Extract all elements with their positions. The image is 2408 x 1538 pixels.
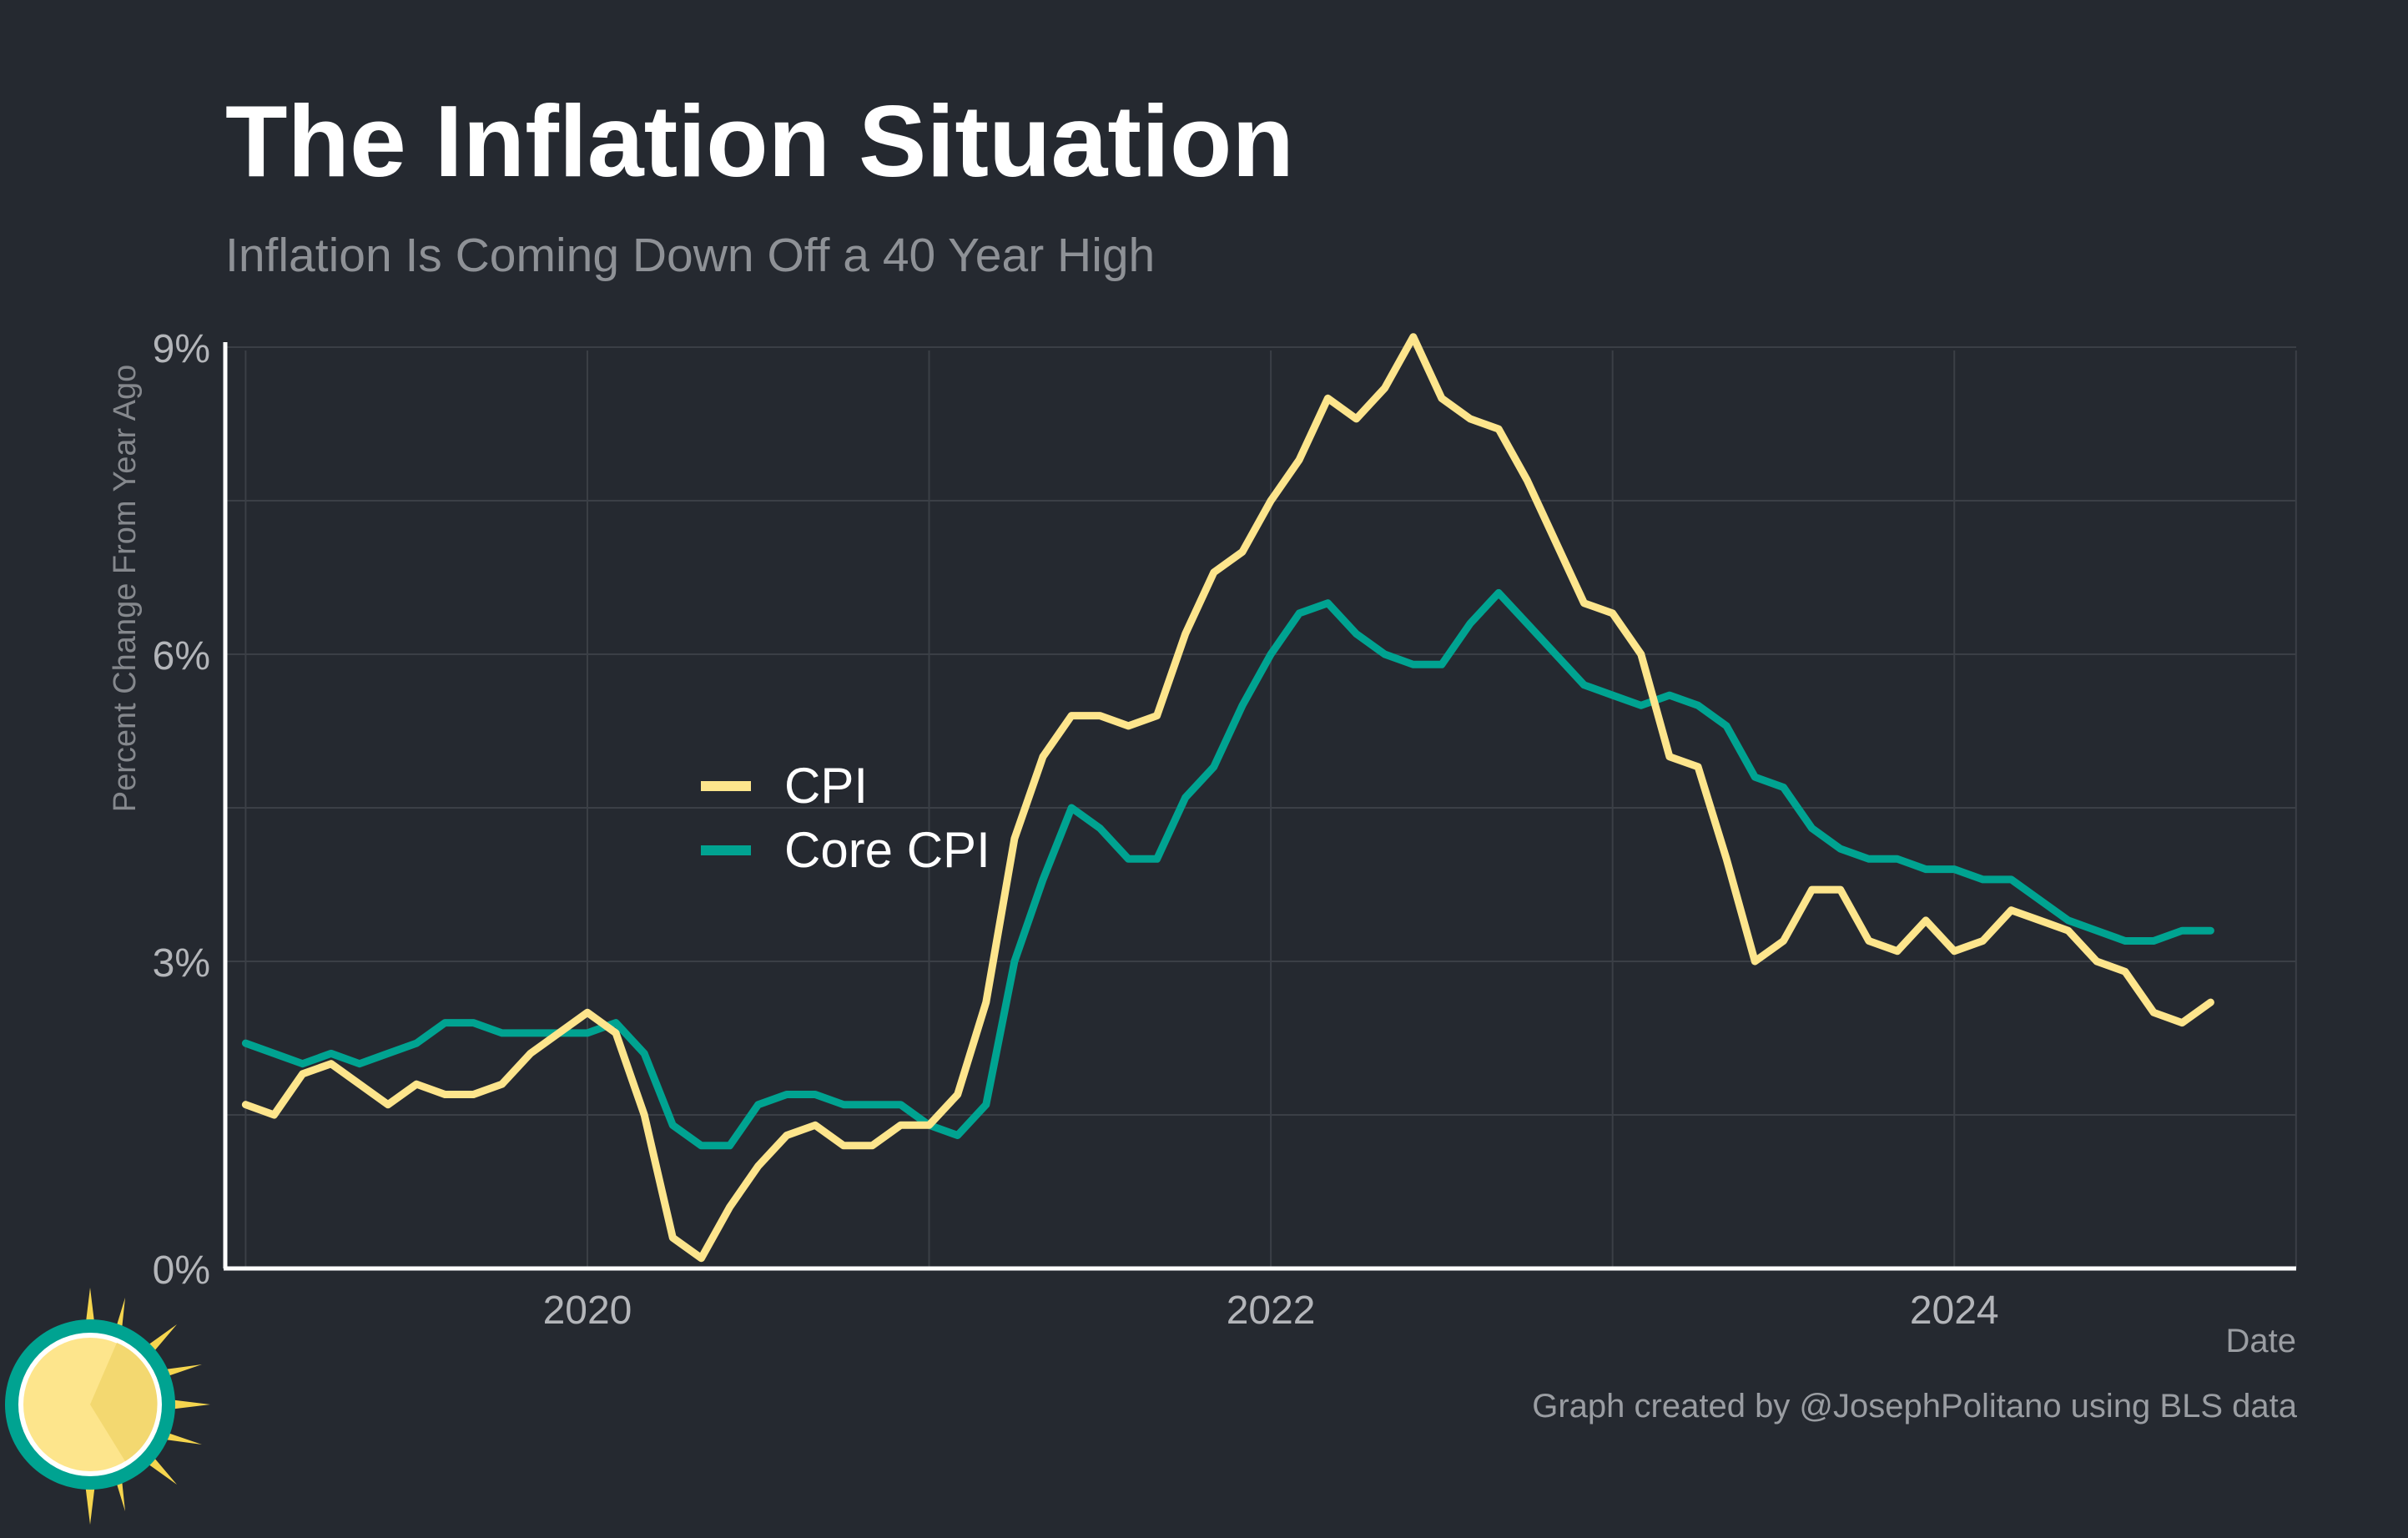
legend-label-core-cpi: Core CPI: [784, 822, 990, 878]
grid-lines: [225, 346, 2297, 1269]
x-tick-label: 2022: [1227, 1288, 1316, 1333]
cpi-series-line: [241, 333, 2214, 1263]
axes: [223, 342, 2296, 1271]
source-credit: Graph created by @JosephPolitano using B…: [1532, 1388, 2297, 1425]
x-axis-label: Date: [2226, 1323, 2297, 1359]
chart-subtitle: Inflation Is Coming Down Off a 40 Year H…: [225, 229, 1156, 282]
series-lines: [241, 333, 2214, 1263]
y-tick-label: 6%: [153, 634, 210, 678]
y-axis-label: Percent Change From Year Ago: [108, 365, 143, 813]
y-tick-label: 9%: [153, 327, 210, 371]
legend: CPI Core CPI: [701, 758, 990, 878]
chart-title: The Inflation Situation: [225, 84, 1294, 198]
core-cpi-series-line: [241, 588, 2214, 1150]
y-tick-label: 3%: [153, 941, 210, 986]
legend-label-cpi: CPI: [784, 758, 868, 814]
x-tick-label: 2020: [543, 1288, 632, 1333]
tick-labels: 0% 3% 6% 9% 2020 2022 2024: [153, 327, 1999, 1333]
sun-icon: [5, 1288, 210, 1525]
y-tick-label: 0%: [153, 1248, 210, 1293]
x-tick-label: 2024: [1910, 1288, 1999, 1333]
